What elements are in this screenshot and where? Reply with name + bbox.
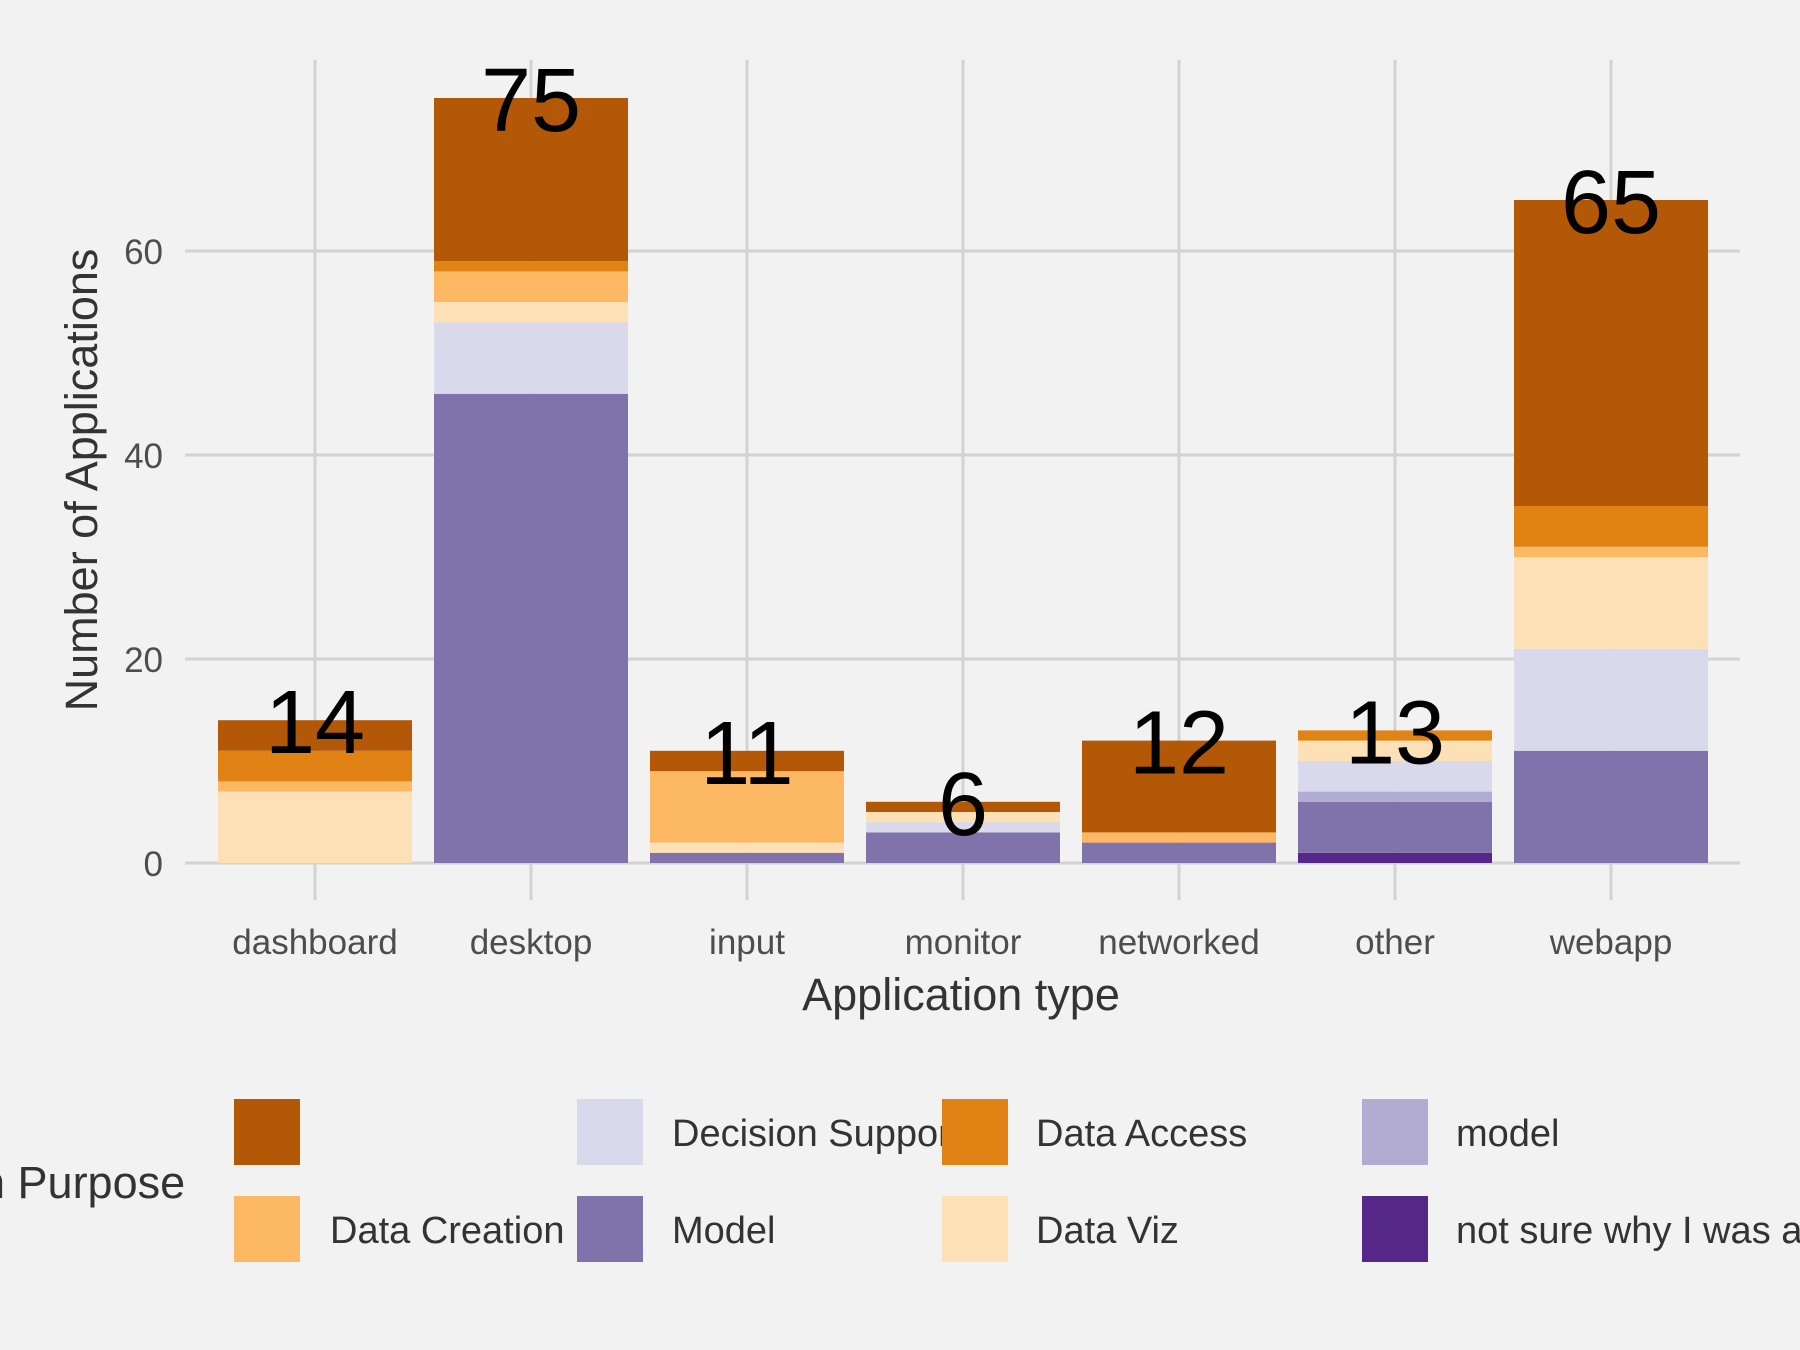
bar-segment <box>866 822 1060 833</box>
legend-label: Data Access <box>1036 1113 1247 1155</box>
bar-segment <box>218 781 412 792</box>
bar-segment <box>1082 842 1276 863</box>
total-label: 6 <box>938 755 988 855</box>
bar-segment <box>1514 546 1708 557</box>
legend: n Purpose Data Creation Decision Support M… <box>0 1099 1800 1262</box>
bar-segment <box>434 261 628 272</box>
bar-segment <box>1514 200 1708 506</box>
bar-segment <box>434 271 628 302</box>
x-axis-title: Application type <box>802 969 1120 1020</box>
bar-segment <box>1514 557 1708 649</box>
y-axis-ticks: 0 20 40 60 <box>124 233 163 884</box>
legend-swatch <box>942 1099 1008 1165</box>
bar-segment <box>1514 506 1708 547</box>
bars <box>218 98 1708 863</box>
bar-segment <box>650 771 844 843</box>
x-tick-label: monitor <box>905 923 1022 962</box>
total-label: 12 <box>1129 694 1229 794</box>
legend-label: Data Creation <box>330 1210 564 1252</box>
bar-segment <box>218 720 412 751</box>
legend-swatch <box>1362 1099 1428 1165</box>
bar-segment <box>866 812 1060 823</box>
legend-swatch <box>1362 1196 1428 1262</box>
x-tick-label: dashboard <box>232 923 397 962</box>
legend-label: Data Viz <box>1036 1210 1179 1252</box>
x-tick-label: networked <box>1098 923 1259 962</box>
bar-segment <box>1082 832 1276 843</box>
y-tick-label: 20 <box>124 641 163 680</box>
bar-segment <box>218 791 412 863</box>
total-label: 14 <box>265 673 365 773</box>
legend-swatch <box>942 1196 1008 1262</box>
total-label: 65 <box>1561 153 1661 253</box>
legend-title: n Purpose <box>0 1157 185 1208</box>
y-tick-label: 40 <box>124 437 163 476</box>
bar-segment <box>650 750 844 772</box>
bar-segment <box>218 750 412 782</box>
x-axis-ticks: dashboard desktop input monitor networked oth… <box>232 923 1672 962</box>
bar-segment <box>1514 750 1708 863</box>
bar-segment <box>1298 791 1492 802</box>
bar-segment <box>650 842 844 853</box>
bar-segment <box>866 832 1060 863</box>
y-axis-title: Number of Applications <box>56 249 107 712</box>
total-labels: 14 75 11 6 12 13 65 <box>265 51 1661 855</box>
total-label: 75 <box>481 51 581 151</box>
total-label: 11 <box>700 704 793 804</box>
bar-segment <box>1514 648 1708 751</box>
bar-segment <box>1298 761 1492 792</box>
bar-segment <box>1298 730 1492 741</box>
bar-segment <box>434 322 628 394</box>
bar-segment <box>434 302 628 323</box>
legend-swatch <box>577 1099 643 1165</box>
bar-segment <box>434 98 628 262</box>
x-tick-label: webapp <box>1549 923 1673 962</box>
y-tick-label: 60 <box>124 233 163 272</box>
bar-segment <box>1298 852 1492 863</box>
legend-swatch <box>234 1196 300 1262</box>
bar-segment <box>866 801 1060 812</box>
bar-segment <box>650 852 844 863</box>
x-tick-label: input <box>709 923 785 962</box>
legend-swatch <box>234 1099 300 1165</box>
legend-label: Decision Support <box>672 1113 962 1155</box>
x-tick-label: desktop <box>470 923 593 962</box>
legend-label: model <box>1456 1113 1560 1155</box>
x-tick-label: other <box>1355 923 1435 962</box>
bar-segment <box>434 393 628 863</box>
legend-swatch <box>577 1196 643 1262</box>
bar-segment <box>1082 740 1276 833</box>
bar-segment <box>1298 801 1492 853</box>
legend-label: Model <box>672 1210 776 1252</box>
y-tick-label: 0 <box>144 845 163 884</box>
legend-label: not sure why I was a <box>1456 1210 1800 1252</box>
bar-segment <box>1298 740 1492 761</box>
total-label: 13 <box>1345 683 1445 783</box>
